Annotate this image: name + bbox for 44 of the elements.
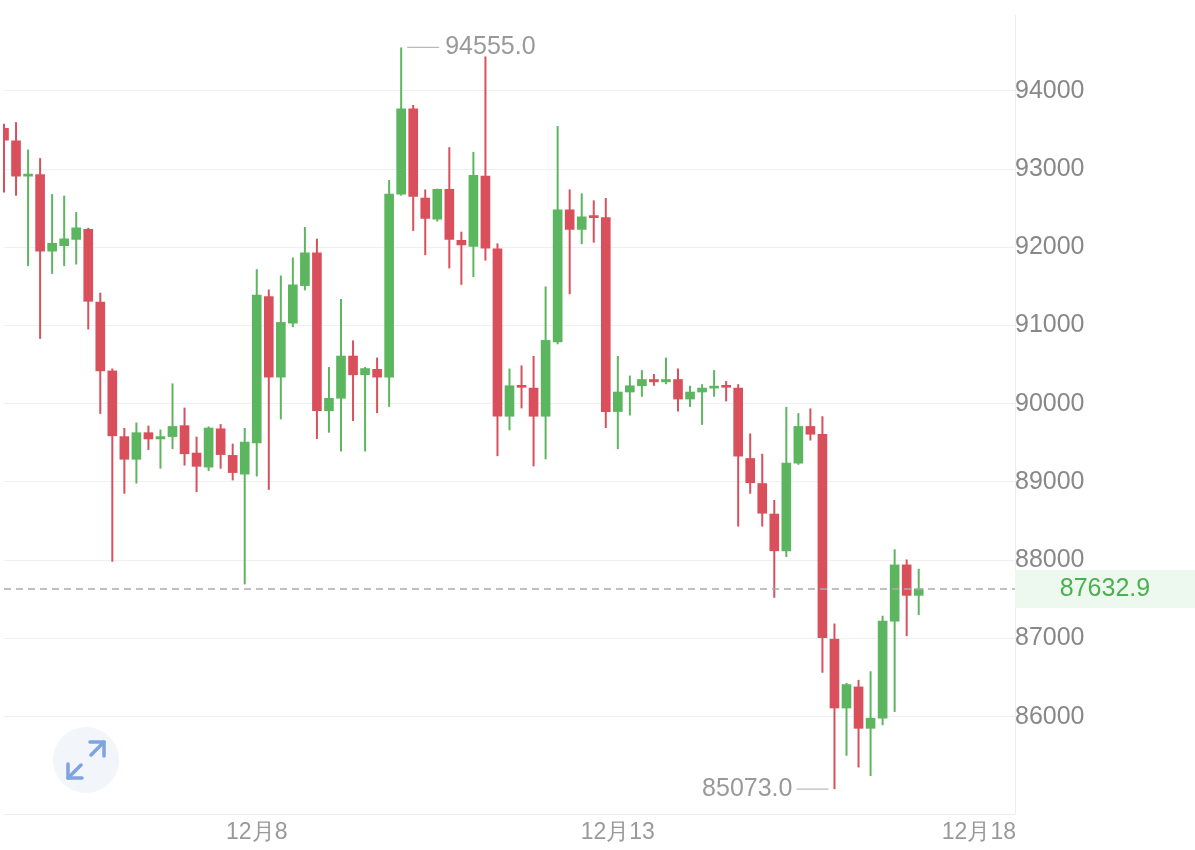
y-tick-label: 87000: [1014, 622, 1085, 651]
candlestick: [661, 356, 671, 386]
candlestick: [119, 427, 130, 495]
y-tick-label: 92000: [1014, 231, 1085, 260]
candlestick: [805, 407, 816, 442]
x-tick-label: 12月18: [941, 817, 1016, 844]
candlestick: [191, 435, 202, 494]
candlestick: [324, 365, 334, 434]
annotation: 85073.0: [702, 773, 793, 802]
candlestick: [227, 442, 238, 482]
candlestick: [576, 192, 587, 246]
candlestick: [155, 428, 166, 470]
candlestick: [372, 356, 382, 415]
candlestick: [71, 211, 82, 266]
candlestick: [167, 382, 178, 451]
annotation: 94555.0: [445, 31, 536, 60]
candlestick: [59, 194, 70, 268]
candlestick: [516, 364, 527, 410]
candlestick: [564, 188, 575, 296]
candlestick: [697, 383, 707, 426]
x-tick-label: 12月13: [580, 817, 655, 844]
candlestick: [612, 355, 623, 451]
candlestick: [673, 367, 683, 413]
y-tick-label: 88000: [1014, 544, 1085, 573]
candlestick: [348, 339, 358, 422]
candlestick: [47, 193, 57, 275]
candlestick: [420, 188, 431, 257]
candlestick: [360, 365, 370, 453]
candlestick: [865, 670, 876, 778]
candlestick: [685, 384, 695, 408]
y-tick-label: 86000: [1014, 700, 1085, 729]
y-tick-label: 91000: [1014, 309, 1085, 338]
x-tick-label: 12月8: [226, 817, 288, 844]
y-tick-label: 89000: [1014, 465, 1085, 494]
candlestick: [721, 380, 731, 403]
candlestick: [625, 374, 635, 417]
y-tick-label: 94000: [1014, 74, 1085, 103]
ref-line-label: 87632.9: [1059, 572, 1151, 601]
candlestick: [143, 424, 154, 451]
candlestick: [637, 369, 647, 398]
candlestick: [913, 567, 924, 616]
y-tick-label: 90000: [1014, 387, 1085, 416]
candlestick: [588, 199, 599, 244]
y-tick-label: 93000: [1014, 152, 1085, 181]
